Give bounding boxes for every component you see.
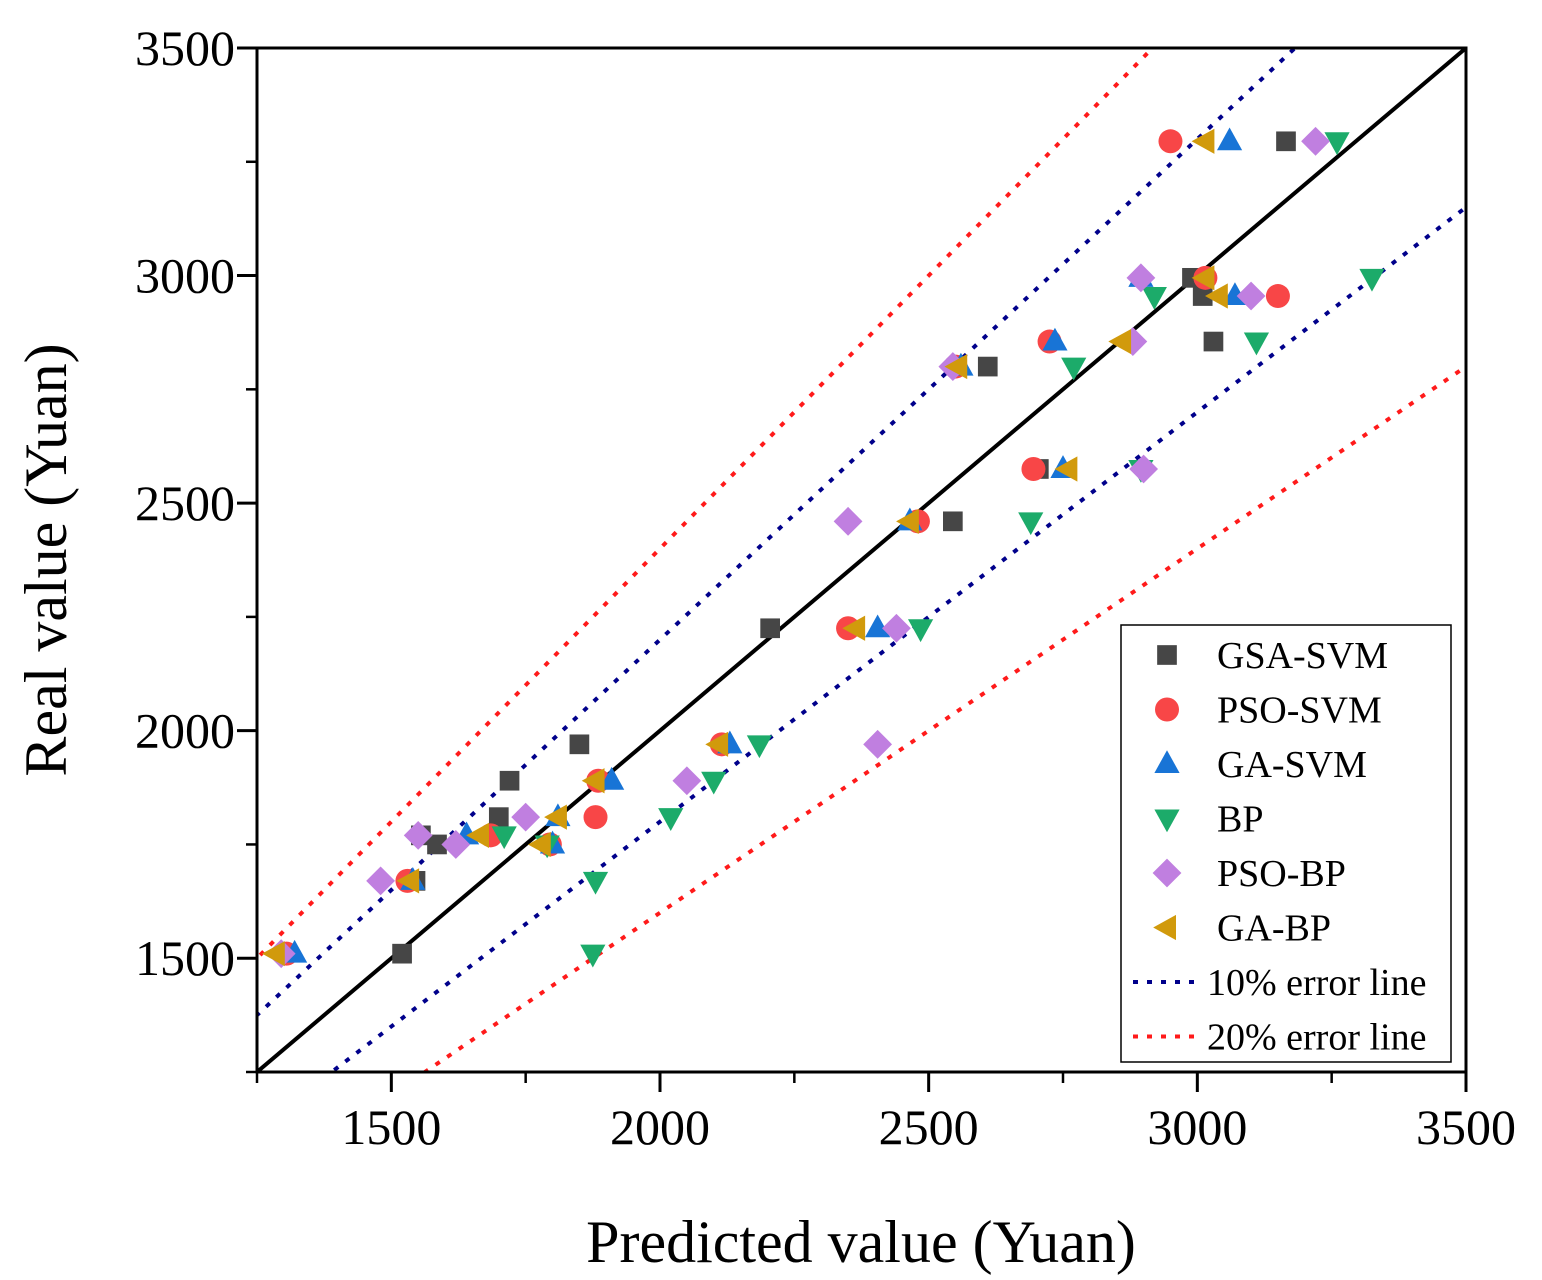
point-ga-bp (527, 831, 551, 858)
point-gsa-svm (488, 807, 509, 827)
legend-marker-ga-svm (1154, 750, 1180, 773)
legend-marker-ga-bp (1153, 914, 1176, 941)
y-tick-label: 3500 (135, 20, 235, 76)
point-bp (1018, 512, 1044, 536)
point-gsa-svm (427, 834, 447, 855)
point-ga-svm (1216, 127, 1243, 151)
point-ga-bp (944, 353, 968, 380)
data-points (262, 126, 1385, 969)
point-bp (1324, 132, 1350, 156)
x-tick-label: 2500 (879, 1099, 979, 1155)
point-bp (701, 771, 727, 795)
point-pso-bp (882, 613, 911, 643)
point-bp (908, 619, 934, 643)
point-ga-bp (466, 822, 489, 848)
legend: GSA-SVM PSO-SVM GA-SVM BP PSO-BP GA-BP 10% err… (1120, 624, 1452, 1063)
legend-label-ga-svm: GA-SVM (1217, 744, 1367, 786)
point-ga-bp (396, 868, 420, 894)
point-pso-bp (1129, 454, 1158, 484)
point-pso-svm (583, 805, 608, 830)
y-axis-title: Real value (Yuan) (13, 343, 79, 776)
point-pso-svm (1158, 129, 1183, 154)
legend-box (1120, 624, 1452, 1063)
y-tick-label: 1500 (135, 930, 235, 986)
point-bp (580, 944, 606, 968)
x-tick-label: 2000 (610, 1099, 710, 1155)
point-pso-svm (1265, 284, 1290, 309)
point-bp (1359, 268, 1385, 292)
point-bp (1141, 287, 1167, 310)
point-ga-bp (842, 615, 866, 641)
y-tick-label: 3000 (135, 248, 235, 304)
error-10-line-upper (257, 48, 1298, 1018)
point-ga-bp (581, 768, 605, 794)
legend-label-error-10: 10% error line (1207, 962, 1426, 1004)
point-gsa-svm (499, 770, 520, 791)
legend-label-pso-bp: PSO-BP (1217, 853, 1346, 895)
legend-marker-pso-bp (1152, 858, 1182, 888)
point-gsa-svm (977, 356, 998, 377)
legend-marker-bp (1154, 809, 1180, 833)
point-ga-bp (705, 731, 729, 757)
point-pso-bp (1236, 281, 1266, 311)
point-bp (491, 826, 517, 850)
legend-label-pso-svm: PSO-SVM (1217, 690, 1382, 732)
point-ga-svm (1042, 327, 1068, 351)
point-pso-bp (403, 820, 433, 850)
legend-marker-pso-svm (1155, 697, 1179, 722)
legend-label-error-20: 20% error line (1207, 1017, 1426, 1059)
point-pso-bp (511, 802, 541, 832)
plot-frame (255, 46, 1468, 1074)
point-gsa-svm (569, 734, 590, 755)
error-10-line-lower (328, 204, 1466, 1072)
point-pso-bp (1118, 327, 1148, 356)
point-gsa-svm (943, 511, 963, 532)
point-bp (658, 808, 684, 831)
point-gsa-svm (1276, 131, 1296, 152)
point-bp (1243, 332, 1270, 356)
point-bp (1061, 357, 1087, 381)
point-ga-bp (1108, 328, 1132, 355)
error-20-line-upper (257, 48, 1156, 962)
point-pso-bp (863, 729, 893, 759)
point-ga-bp (896, 508, 919, 534)
point-ga-bp (1054, 456, 1078, 482)
x-tick-label: 3000 (1147, 1099, 1247, 1155)
point-ga-bp (1205, 283, 1228, 309)
point-gsa-svm (1192, 286, 1213, 306)
point-gsa-svm (760, 618, 780, 639)
point-gsa-svm (392, 943, 412, 964)
axes: 1500 2000 2500 3000 3500 1500 2000 2500 3000 3500 (135, 20, 1516, 1155)
point-ga-bp (1191, 265, 1215, 291)
point-pso-bp (1126, 263, 1156, 293)
x-axis-title: Predicted value (Yuan) (586, 1209, 1136, 1275)
point-pso-bp (1301, 126, 1330, 156)
point-pso-bp (441, 830, 471, 859)
point-pso-bp (672, 766, 702, 796)
point-ga-bp (544, 804, 567, 830)
point-ga-bp (262, 941, 285, 967)
x-tick-label: 3500 (1416, 1099, 1516, 1155)
point-pso-bp (366, 866, 395, 896)
legend-label-ga-bp: GA-BP (1217, 908, 1331, 950)
point-bp (582, 871, 609, 895)
point-pso-bp (833, 506, 863, 536)
legend-marker-gsa-svm (1157, 645, 1177, 665)
legend-label-gsa-svm: GSA-SVM (1217, 635, 1388, 677)
point-ga-bp (1191, 128, 1215, 154)
point-ga-svm (599, 766, 625, 790)
point-bp (746, 735, 773, 759)
point-gsa-svm (1203, 331, 1224, 352)
y-tick-label: 2000 (135, 703, 235, 759)
point-ga-svm (865, 614, 891, 638)
y-tick-label: 2500 (135, 475, 235, 531)
legend-label-bp: BP (1217, 799, 1263, 841)
point-pso-svm (1021, 456, 1046, 481)
x-tick-label: 1500 (341, 1099, 441, 1155)
